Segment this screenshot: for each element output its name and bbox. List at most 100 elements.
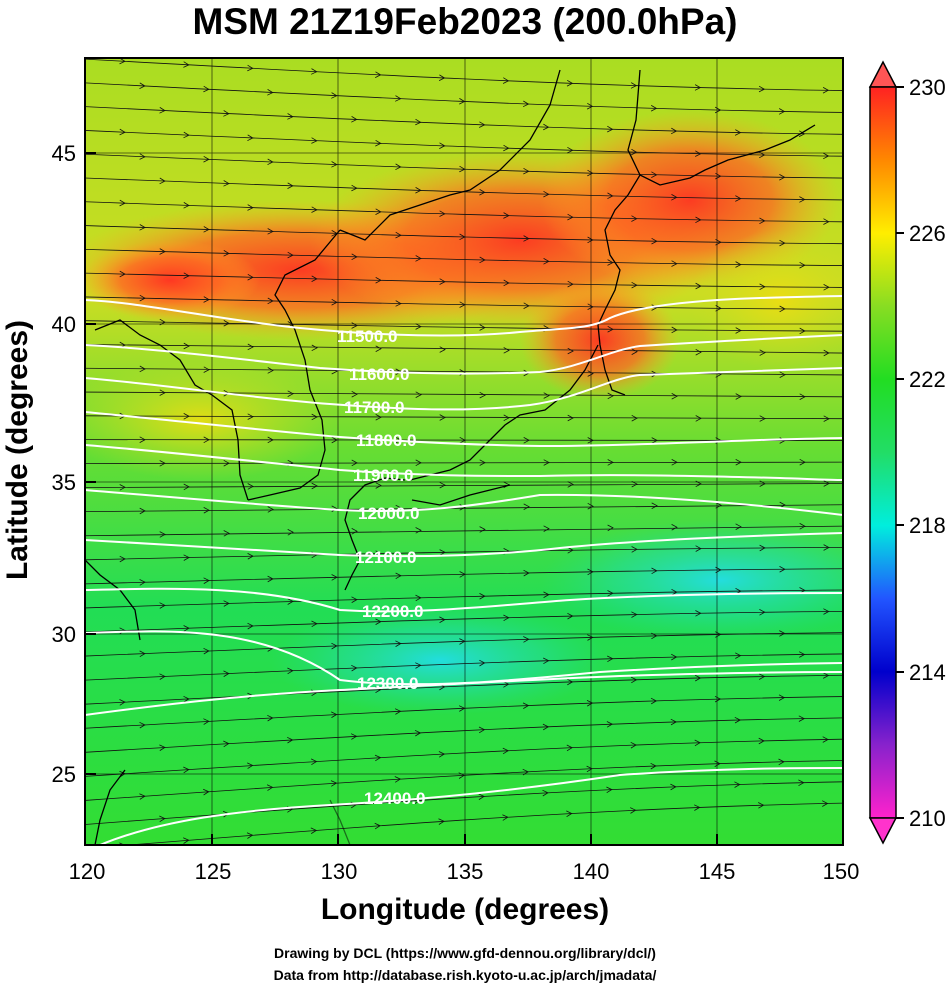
streamline-arrow: [586, 700, 594, 707]
streamline-arrow: [267, 575, 274, 583]
streamline-arrow: [223, 530, 230, 537]
streamline-arrow: [502, 747, 510, 755]
streamline-arrow: [459, 165, 466, 173]
streamline-arrow: [311, 344, 318, 352]
streamline-arrow: [351, 596, 358, 603]
streamline-arrow: [119, 128, 126, 136]
streamline-arrow: [478, 726, 486, 734]
colorbar-tick-label: 218: [909, 513, 946, 538]
streamline-arrow: [567, 347, 574, 355]
streamline-arrow: [630, 82, 638, 89]
streamline-arrow: [671, 524, 678, 531]
streamline-arrow: [375, 345, 382, 352]
streamline-arrow: [479, 459, 486, 466]
streamline-arrow: [567, 481, 574, 488]
x-tick-label: 150: [823, 859, 860, 884]
streamline: [85, 610, 843, 633]
streamline-arrow: [651, 237, 658, 245]
streamline-arrow: [247, 273, 254, 281]
streamline-arrow: [566, 79, 574, 87]
streamline-arrow: [650, 697, 658, 705]
streamline-arrow: [439, 414, 446, 421]
streamline-arrow: [203, 436, 210, 444]
streamline-arrow: [671, 260, 678, 267]
streamline: [85, 272, 843, 288]
streamline-arrow: [823, 544, 830, 551]
streamline: [85, 201, 843, 223]
grid-lines: [85, 58, 843, 845]
streamline: [85, 58, 843, 91]
streamline-arrow: [203, 577, 210, 584]
streamline-arrow: [779, 501, 786, 509]
streamline-arrow: [223, 110, 230, 117]
streamline-arrow: [394, 708, 402, 715]
streamline-arrow: [159, 744, 166, 751]
streamline-arrow: [670, 127, 678, 135]
streamline-arrow: [567, 213, 574, 221]
streamline-arrow: [351, 253, 358, 261]
streamline-arrow: [543, 123, 550, 131]
streamline-arrow: [631, 348, 638, 355]
streamline-arrow: [395, 640, 402, 647]
streamline-arrow: [778, 108, 786, 115]
streamline-arrow: [330, 780, 338, 787]
colorbar: 230 226 222 218 214 210: [868, 60, 946, 845]
streamline-arrow: [799, 327, 806, 335]
x-axis-tick-labels: 120 125 130 135 140 145 150: [69, 859, 860, 884]
streamline-arrow: [607, 192, 614, 200]
contour-label: 12200.0: [362, 602, 423, 621]
streamline-arrow: [606, 721, 614, 728]
streamline-arrow: [823, 349, 830, 357]
streamline-arrow: [439, 549, 446, 556]
streamline-arrow: [438, 751, 446, 758]
streamline-arrow: [247, 343, 254, 351]
streamline-arrow: [798, 715, 806, 722]
streamline-arrow: [567, 612, 574, 620]
streamline-arrow: [799, 393, 806, 400]
x-axis-label: Longitude (degrees): [320, 893, 610, 926]
streamline-arrow: [267, 506, 274, 513]
streamline: [85, 547, 843, 561]
streamline-arrow: [543, 190, 550, 198]
streamline-arrow: [119, 58, 126, 65]
streamline-arrow: [522, 100, 530, 108]
streamline-arrow: [459, 638, 466, 645]
colorbar-tick-label: 210: [909, 806, 946, 831]
streamline-arrow: [587, 236, 594, 244]
streamline-arrow: [779, 174, 786, 181]
temperature-cool-pool: [270, 605, 610, 715]
streamline-arrow: [223, 740, 230, 748]
streamline-arrow: [694, 674, 702, 682]
x-tick-label: 135: [447, 859, 484, 884]
streamline-arrow: [735, 393, 742, 400]
temperature-yellow-band: [85, 360, 340, 480]
streamline-arrow: [695, 150, 702, 157]
streamline-arrow: [586, 765, 593, 773]
streamline-arrow: [694, 804, 701, 811]
streamline-arrow: [523, 636, 530, 643]
streamline-arrow: [351, 322, 358, 329]
streamline-arrow: [287, 736, 294, 744]
streamline-arrow: [567, 547, 574, 554]
streamline-arrow: [351, 528, 358, 535]
streamline-arrow: [607, 325, 614, 333]
streamline-arrow: [439, 616, 446, 623]
streamline-arrow: [223, 670, 230, 677]
contour-label: 11600.0: [349, 365, 410, 384]
streamline-arrow: [714, 106, 722, 114]
contour-label: 11700.0: [344, 398, 405, 417]
contour-label: 12000.0: [358, 504, 419, 523]
streamline-arrow: [415, 118, 422, 126]
streamline-arrow: [759, 217, 766, 225]
streamline-arrow: [522, 768, 529, 776]
streamline: [85, 674, 843, 705]
streamline-arrow: [203, 788, 210, 796]
streamline-arrow: [267, 714, 274, 722]
streamline-arrow: [734, 716, 742, 724]
streamline-arrow: [715, 502, 722, 509]
streamline-arrow: [735, 195, 742, 202]
streamline-arrow: [479, 324, 486, 331]
streamline-arrow: [159, 531, 166, 538]
streamline-arrow: [183, 554, 190, 561]
